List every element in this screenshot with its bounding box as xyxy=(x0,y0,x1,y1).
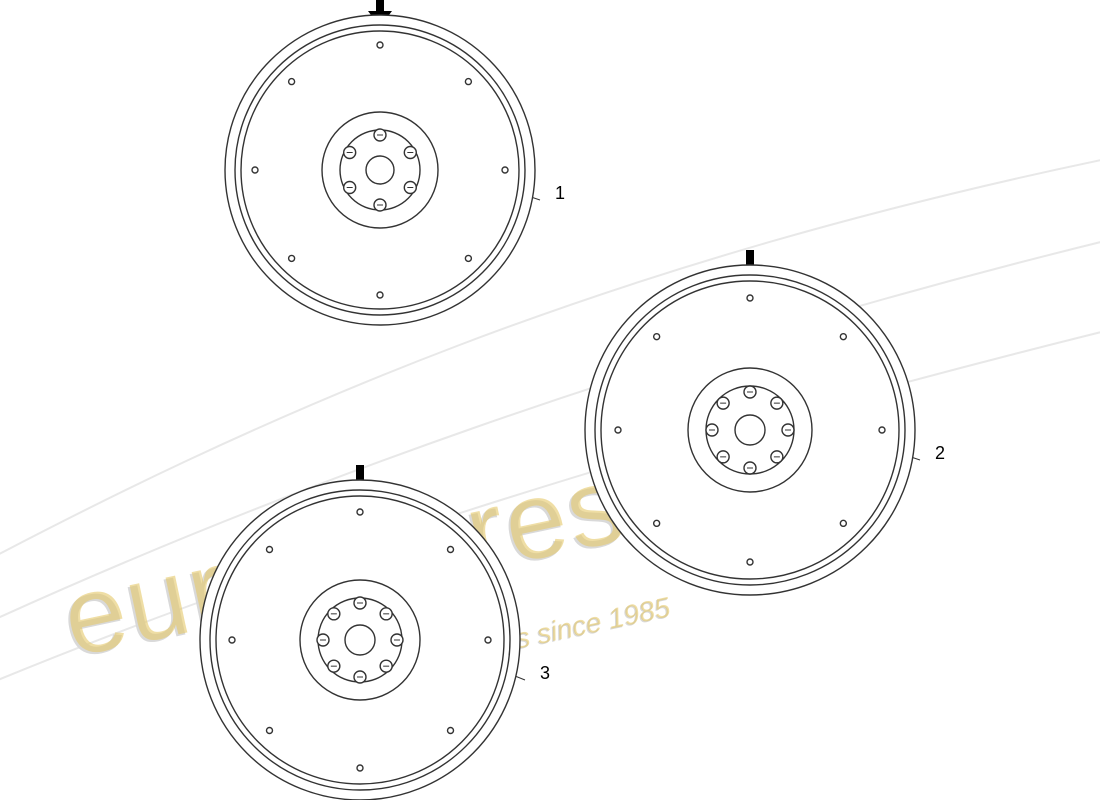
callout-label-3: 3 xyxy=(540,663,550,684)
callout-label-2: 2 xyxy=(935,443,945,464)
flywheel-2 xyxy=(585,265,915,595)
callout-label-1: 1 xyxy=(555,183,565,204)
flywheel-3 xyxy=(200,480,520,800)
flywheel-1 xyxy=(225,15,535,325)
diagram-canvas: eurospares eurospares a passion for part… xyxy=(0,0,1100,800)
